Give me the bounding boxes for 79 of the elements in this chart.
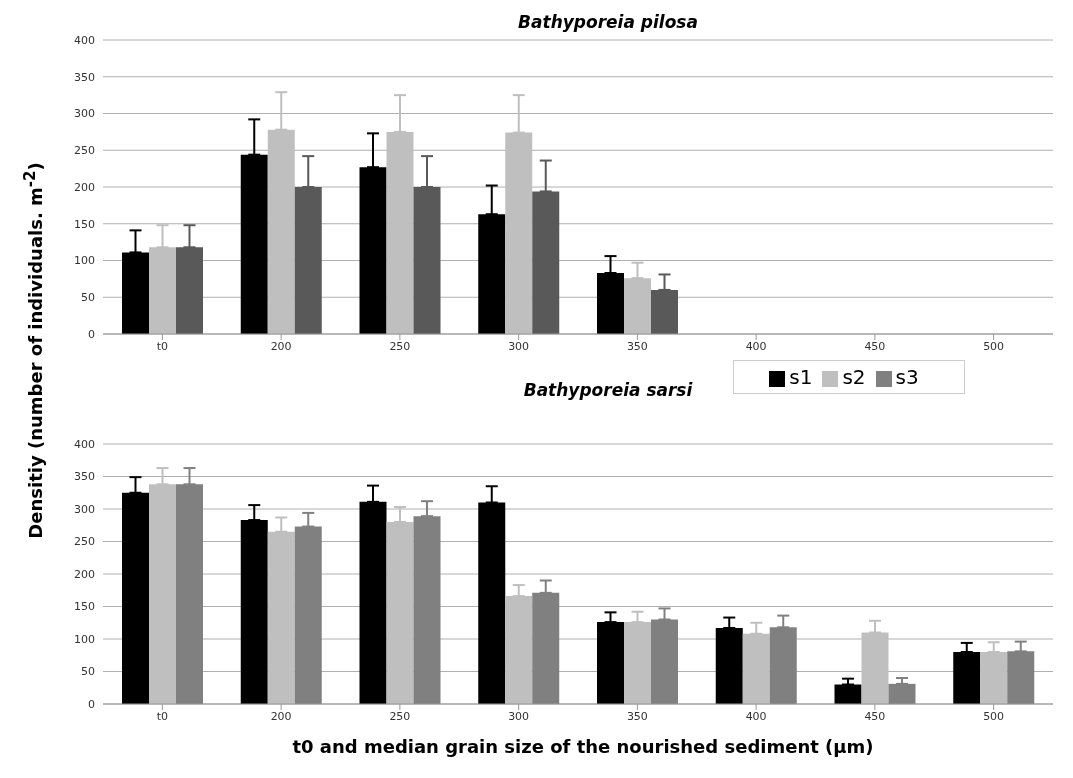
x-tick-label: 450: [864, 709, 886, 723]
y-tick-label: 50: [81, 291, 95, 305]
bar: [176, 484, 203, 704]
y-tick-label: 250: [74, 144, 95, 158]
bar: [359, 501, 387, 704]
chart-title: Bathyporeia pilosa: [517, 12, 699, 32]
bar: [149, 484, 176, 704]
legend-label: s2: [842, 365, 866, 389]
x-tick-label: 350: [626, 709, 648, 723]
y-tick-label: 100: [74, 254, 95, 268]
bar: [532, 592, 560, 704]
bar: [386, 131, 414, 334]
bar: [122, 252, 149, 334]
bar: [294, 526, 322, 704]
chart-title: Bathyporeia sarsi: [523, 380, 693, 400]
y-tick-label: 300: [74, 107, 95, 121]
y-tick-label: 400: [74, 33, 95, 47]
x-tick-label: 500: [983, 339, 1005, 353]
x-tick-label: 250: [389, 709, 411, 723]
bar: [1007, 651, 1035, 704]
bar: [359, 167, 387, 334]
x-axis-title: t0 and median grain size of the nourished sediment (µm): [291, 736, 875, 757]
bar: [267, 129, 295, 334]
bar: [597, 622, 624, 704]
x-tick-label: 200: [270, 709, 292, 723]
bar: [122, 492, 149, 704]
bar: [505, 132, 533, 334]
x-tick-label: 400: [745, 339, 767, 353]
y-tick-label: 300: [74, 502, 95, 516]
y-tick-label: 400: [74, 437, 95, 451]
y-tick-label: 0: [88, 697, 95, 711]
x-tick-label: 400: [745, 709, 767, 723]
bar: [715, 627, 743, 704]
x-tick-label: 450: [864, 339, 886, 353]
y-tick-label: 150: [74, 217, 95, 231]
y-tick-label: 250: [74, 535, 95, 549]
x-tick-label: 500: [983, 709, 1005, 723]
bar: [413, 516, 441, 704]
bar: [149, 247, 176, 334]
bar: [888, 683, 916, 704]
x-tick-label: 200: [270, 339, 292, 353]
bar: [478, 214, 506, 334]
y-tick-label: 100: [74, 632, 95, 646]
bar: [624, 278, 651, 334]
bar: [505, 596, 533, 704]
x-tick-label: t0: [156, 339, 169, 353]
bar: [267, 531, 295, 704]
y-tick-label: 150: [74, 600, 95, 614]
bar: [240, 520, 268, 704]
legend-label: s3: [895, 365, 919, 389]
bar: [478, 502, 506, 704]
y-tick-label: 350: [74, 470, 95, 484]
bar: [834, 684, 862, 704]
bar: [742, 633, 770, 704]
bar: [176, 247, 203, 334]
bar: [386, 522, 414, 704]
legend-label: s1: [789, 365, 813, 389]
x-tick-label: 300: [508, 709, 530, 723]
bar: [769, 627, 797, 704]
bar: [294, 187, 322, 334]
bar: [413, 187, 441, 334]
bar: [651, 289, 678, 334]
y-tick-label: 350: [74, 70, 95, 84]
bar: [980, 652, 1008, 704]
y-tick-label: 200: [74, 567, 95, 581]
bar: [597, 273, 624, 334]
bar: [624, 622, 651, 704]
bar: [240, 154, 268, 334]
y-tick-label: 0: [88, 327, 95, 341]
y-tick-label: 200: [74, 180, 95, 194]
bar: [532, 191, 560, 334]
x-tick-label: 350: [626, 339, 648, 353]
bar: [861, 632, 889, 704]
bar: [651, 619, 678, 704]
x-tick-label: 300: [508, 339, 530, 353]
x-tick-label: t0: [156, 709, 169, 723]
bar: [953, 652, 981, 704]
x-tick-label: 250: [389, 339, 411, 353]
y-tick-label: 50: [81, 665, 95, 679]
